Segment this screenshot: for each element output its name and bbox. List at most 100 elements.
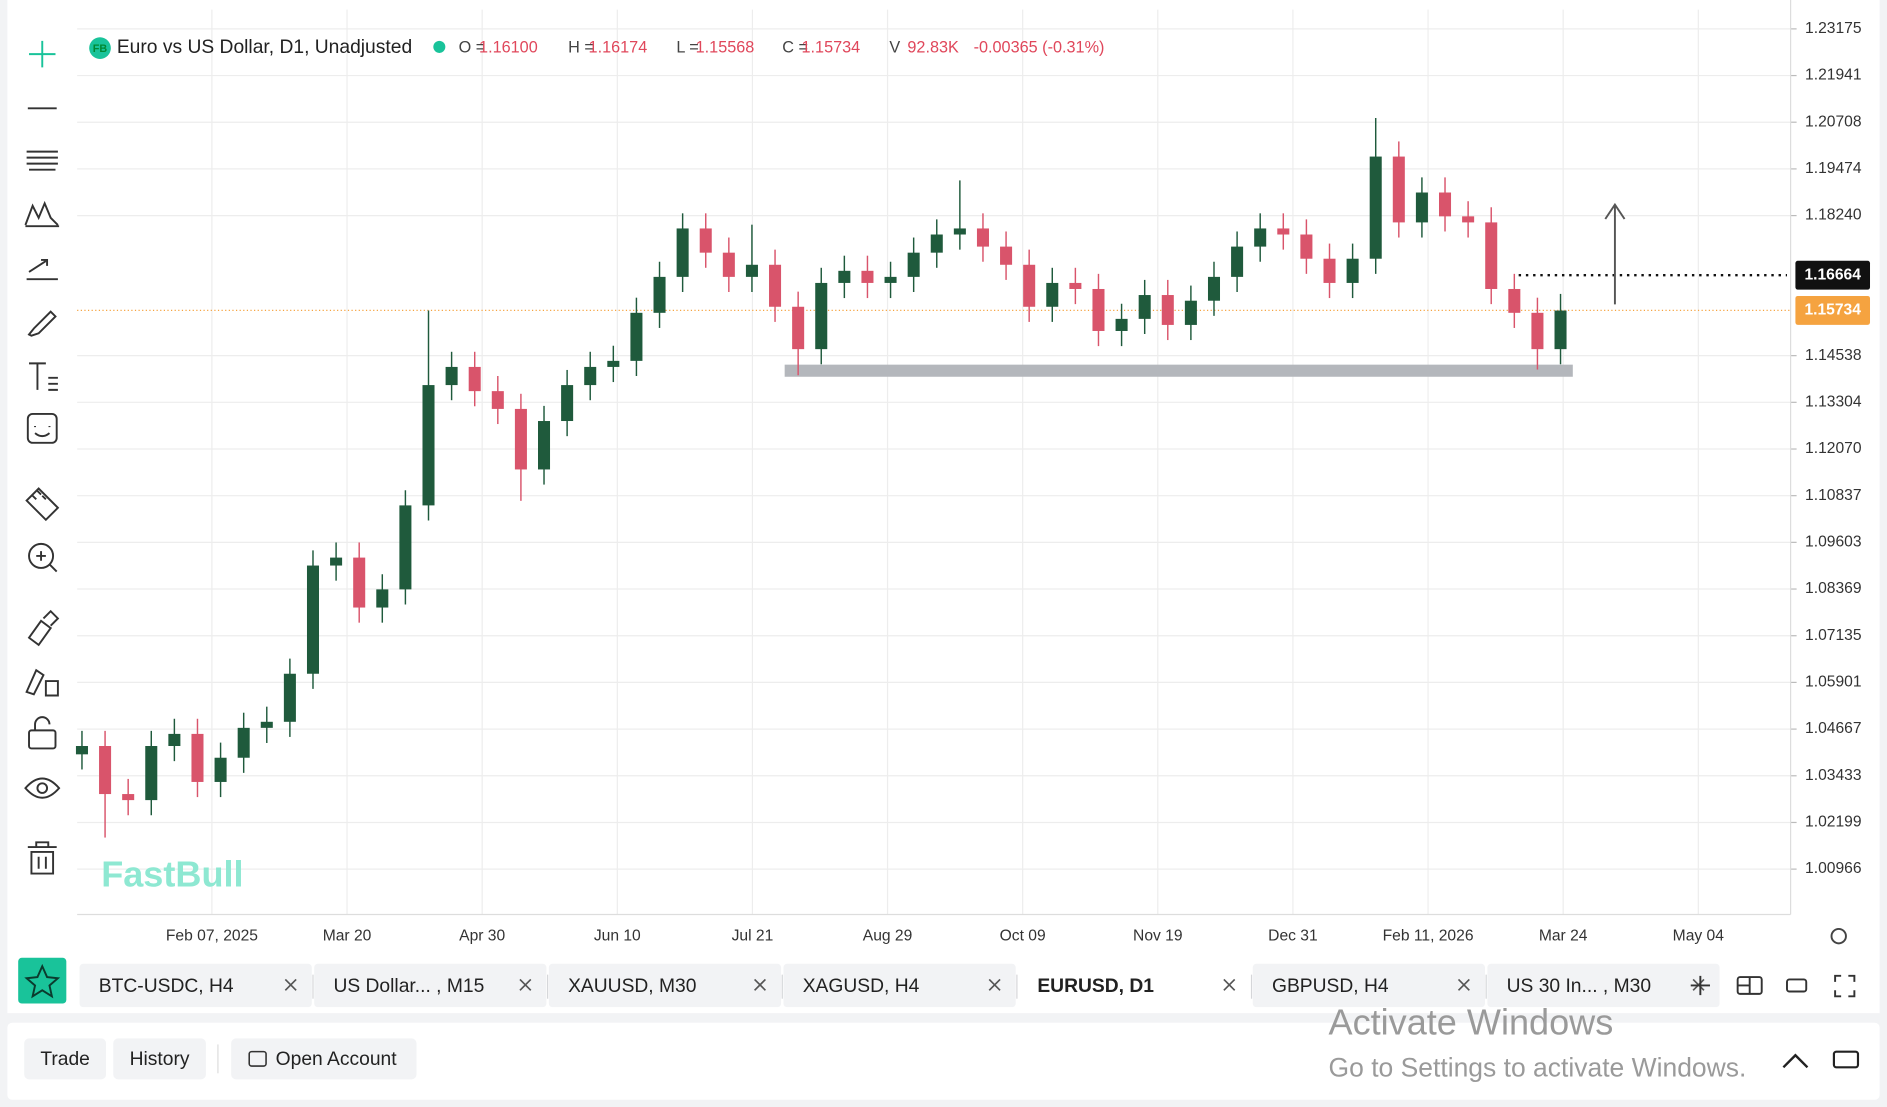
zoom-tool[interactable] xyxy=(28,542,55,569)
bottom-button-label: Open Account xyxy=(276,1049,398,1070)
tab-close[interactable] xyxy=(519,978,532,991)
tab[interactable] xyxy=(1252,963,1485,1008)
windows-notice-subtitle: Go to Settings to activate Windows. xyxy=(1329,1053,1747,1083)
candle-body xyxy=(1508,288,1521,313)
emoji-tool[interactable] xyxy=(26,412,58,444)
pattern-tool[interactable] xyxy=(24,200,60,228)
y-tick-label: 1.09603 xyxy=(1805,533,1861,550)
candle-body xyxy=(168,733,181,747)
candle-body xyxy=(1023,264,1036,307)
x-tick-label: Mar 24 xyxy=(1539,927,1588,944)
tab-close[interactable] xyxy=(988,978,1001,991)
candle-body xyxy=(584,366,597,386)
projection-tool[interactable] xyxy=(26,258,58,281)
add-tab-button[interactable] xyxy=(1690,975,1710,996)
delete-tool[interactable] xyxy=(27,841,57,875)
last-price-box xyxy=(1795,295,1871,325)
bottom-button-label: Trade xyxy=(40,1049,90,1070)
crosshair-tool[interactable] xyxy=(29,40,56,68)
x-tick-label: Aug 29 xyxy=(863,927,913,944)
tab[interactable] xyxy=(79,963,312,1008)
candle-body xyxy=(122,794,135,801)
favorites-button[interactable] xyxy=(18,957,67,1004)
tab-close[interactable] xyxy=(753,978,767,991)
tab-label: EURUSD, D1 xyxy=(1037,976,1154,997)
candle-body xyxy=(491,391,504,409)
candle-body xyxy=(399,505,412,590)
candle-body xyxy=(75,746,88,755)
tab-close[interactable] xyxy=(1457,978,1470,991)
candle-body xyxy=(1092,288,1105,331)
candle-body xyxy=(769,264,782,307)
panel-button[interactable] xyxy=(1832,1050,1860,1069)
candle-body xyxy=(214,757,227,782)
y-tick-label: 1.21941 xyxy=(1805,67,1861,84)
change-value: -0.00365 (-0.31%) xyxy=(974,38,1105,56)
tab[interactable] xyxy=(783,963,1016,1008)
bottom-button[interactable] xyxy=(113,1038,206,1080)
field-label: V xyxy=(889,38,900,56)
ruler-tool[interactable] xyxy=(25,487,60,522)
candle-body xyxy=(191,733,204,782)
candle-body xyxy=(1462,216,1475,223)
y-tick-label: 1.12070 xyxy=(1805,440,1862,457)
settings-button[interactable] xyxy=(1830,927,1847,945)
candle-body xyxy=(422,385,435,506)
tab[interactable] xyxy=(314,963,547,1008)
candle-body xyxy=(99,746,112,795)
support-zone xyxy=(784,364,1573,377)
fib-tool[interactable] xyxy=(26,150,58,171)
tab[interactable] xyxy=(548,963,782,1008)
window-button[interactable] xyxy=(1786,978,1808,993)
y-tick-label: 1.00966 xyxy=(1805,860,1861,877)
bottom-button[interactable] xyxy=(24,1038,107,1080)
fullscreen-button[interactable] xyxy=(1834,974,1856,998)
lock-drawings-tool[interactable] xyxy=(25,668,59,697)
candle-body xyxy=(1254,228,1267,247)
expand-button[interactable] xyxy=(1782,1053,1809,1069)
candle-body xyxy=(1231,246,1244,277)
candle-body xyxy=(1138,295,1151,319)
candle-body xyxy=(653,276,666,313)
symbol-logo xyxy=(89,37,111,59)
active-tab[interactable] xyxy=(1018,963,1251,1008)
candle-body xyxy=(1531,312,1544,350)
symbol-title: Euro vs US Dollar, D1, Unadjusted xyxy=(117,37,412,58)
text-tool[interactable] xyxy=(29,362,58,391)
tab[interactable] xyxy=(1487,963,1720,1008)
candle-body xyxy=(1485,222,1498,289)
candle-body xyxy=(283,673,296,722)
x-tick-label: Apr 30 xyxy=(459,927,505,944)
candle-body xyxy=(468,366,481,392)
unlock-tool[interactable] xyxy=(28,729,57,750)
tab-label: XAUUSD, M30 xyxy=(568,976,696,997)
candle-body xyxy=(815,282,828,350)
brush-tool[interactable] xyxy=(27,310,57,337)
magnet-tool[interactable] xyxy=(27,609,60,647)
tab-bar: BTC-USDC, H4 US Dollar... , M15 XAUUSD, M3… xyxy=(79,963,1720,1008)
candle-body xyxy=(1115,318,1128,331)
account-icon xyxy=(248,1050,267,1067)
x-tick-label: Mar 20 xyxy=(323,927,372,944)
bottom-button[interactable] xyxy=(231,1038,417,1080)
tab-close[interactable] xyxy=(284,978,297,991)
candle-body xyxy=(976,228,989,247)
tab-close[interactable] xyxy=(1223,978,1236,991)
y-tick-label: 1.03433 xyxy=(1805,767,1861,784)
candle-body xyxy=(145,746,158,801)
y-tick-label: 1.23175 xyxy=(1805,20,1862,37)
windows-notice-title: Activate Windows xyxy=(1329,1002,1614,1043)
candle-body xyxy=(376,589,389,608)
x-tick-label: Feb 11, 2026 xyxy=(1383,927,1474,944)
candle-body xyxy=(1207,276,1221,301)
market-status-dot xyxy=(433,40,446,53)
visibility-tool[interactable] xyxy=(24,777,61,799)
field-label: C = xyxy=(782,38,808,56)
y-tick-label: 1.20708 xyxy=(1805,113,1862,130)
candle-body xyxy=(1277,228,1290,235)
y-tick-label: 1.07135 xyxy=(1805,627,1862,644)
y-tick-label: 1.14538 xyxy=(1805,347,1862,364)
field-value: 92.83K xyxy=(907,38,959,56)
